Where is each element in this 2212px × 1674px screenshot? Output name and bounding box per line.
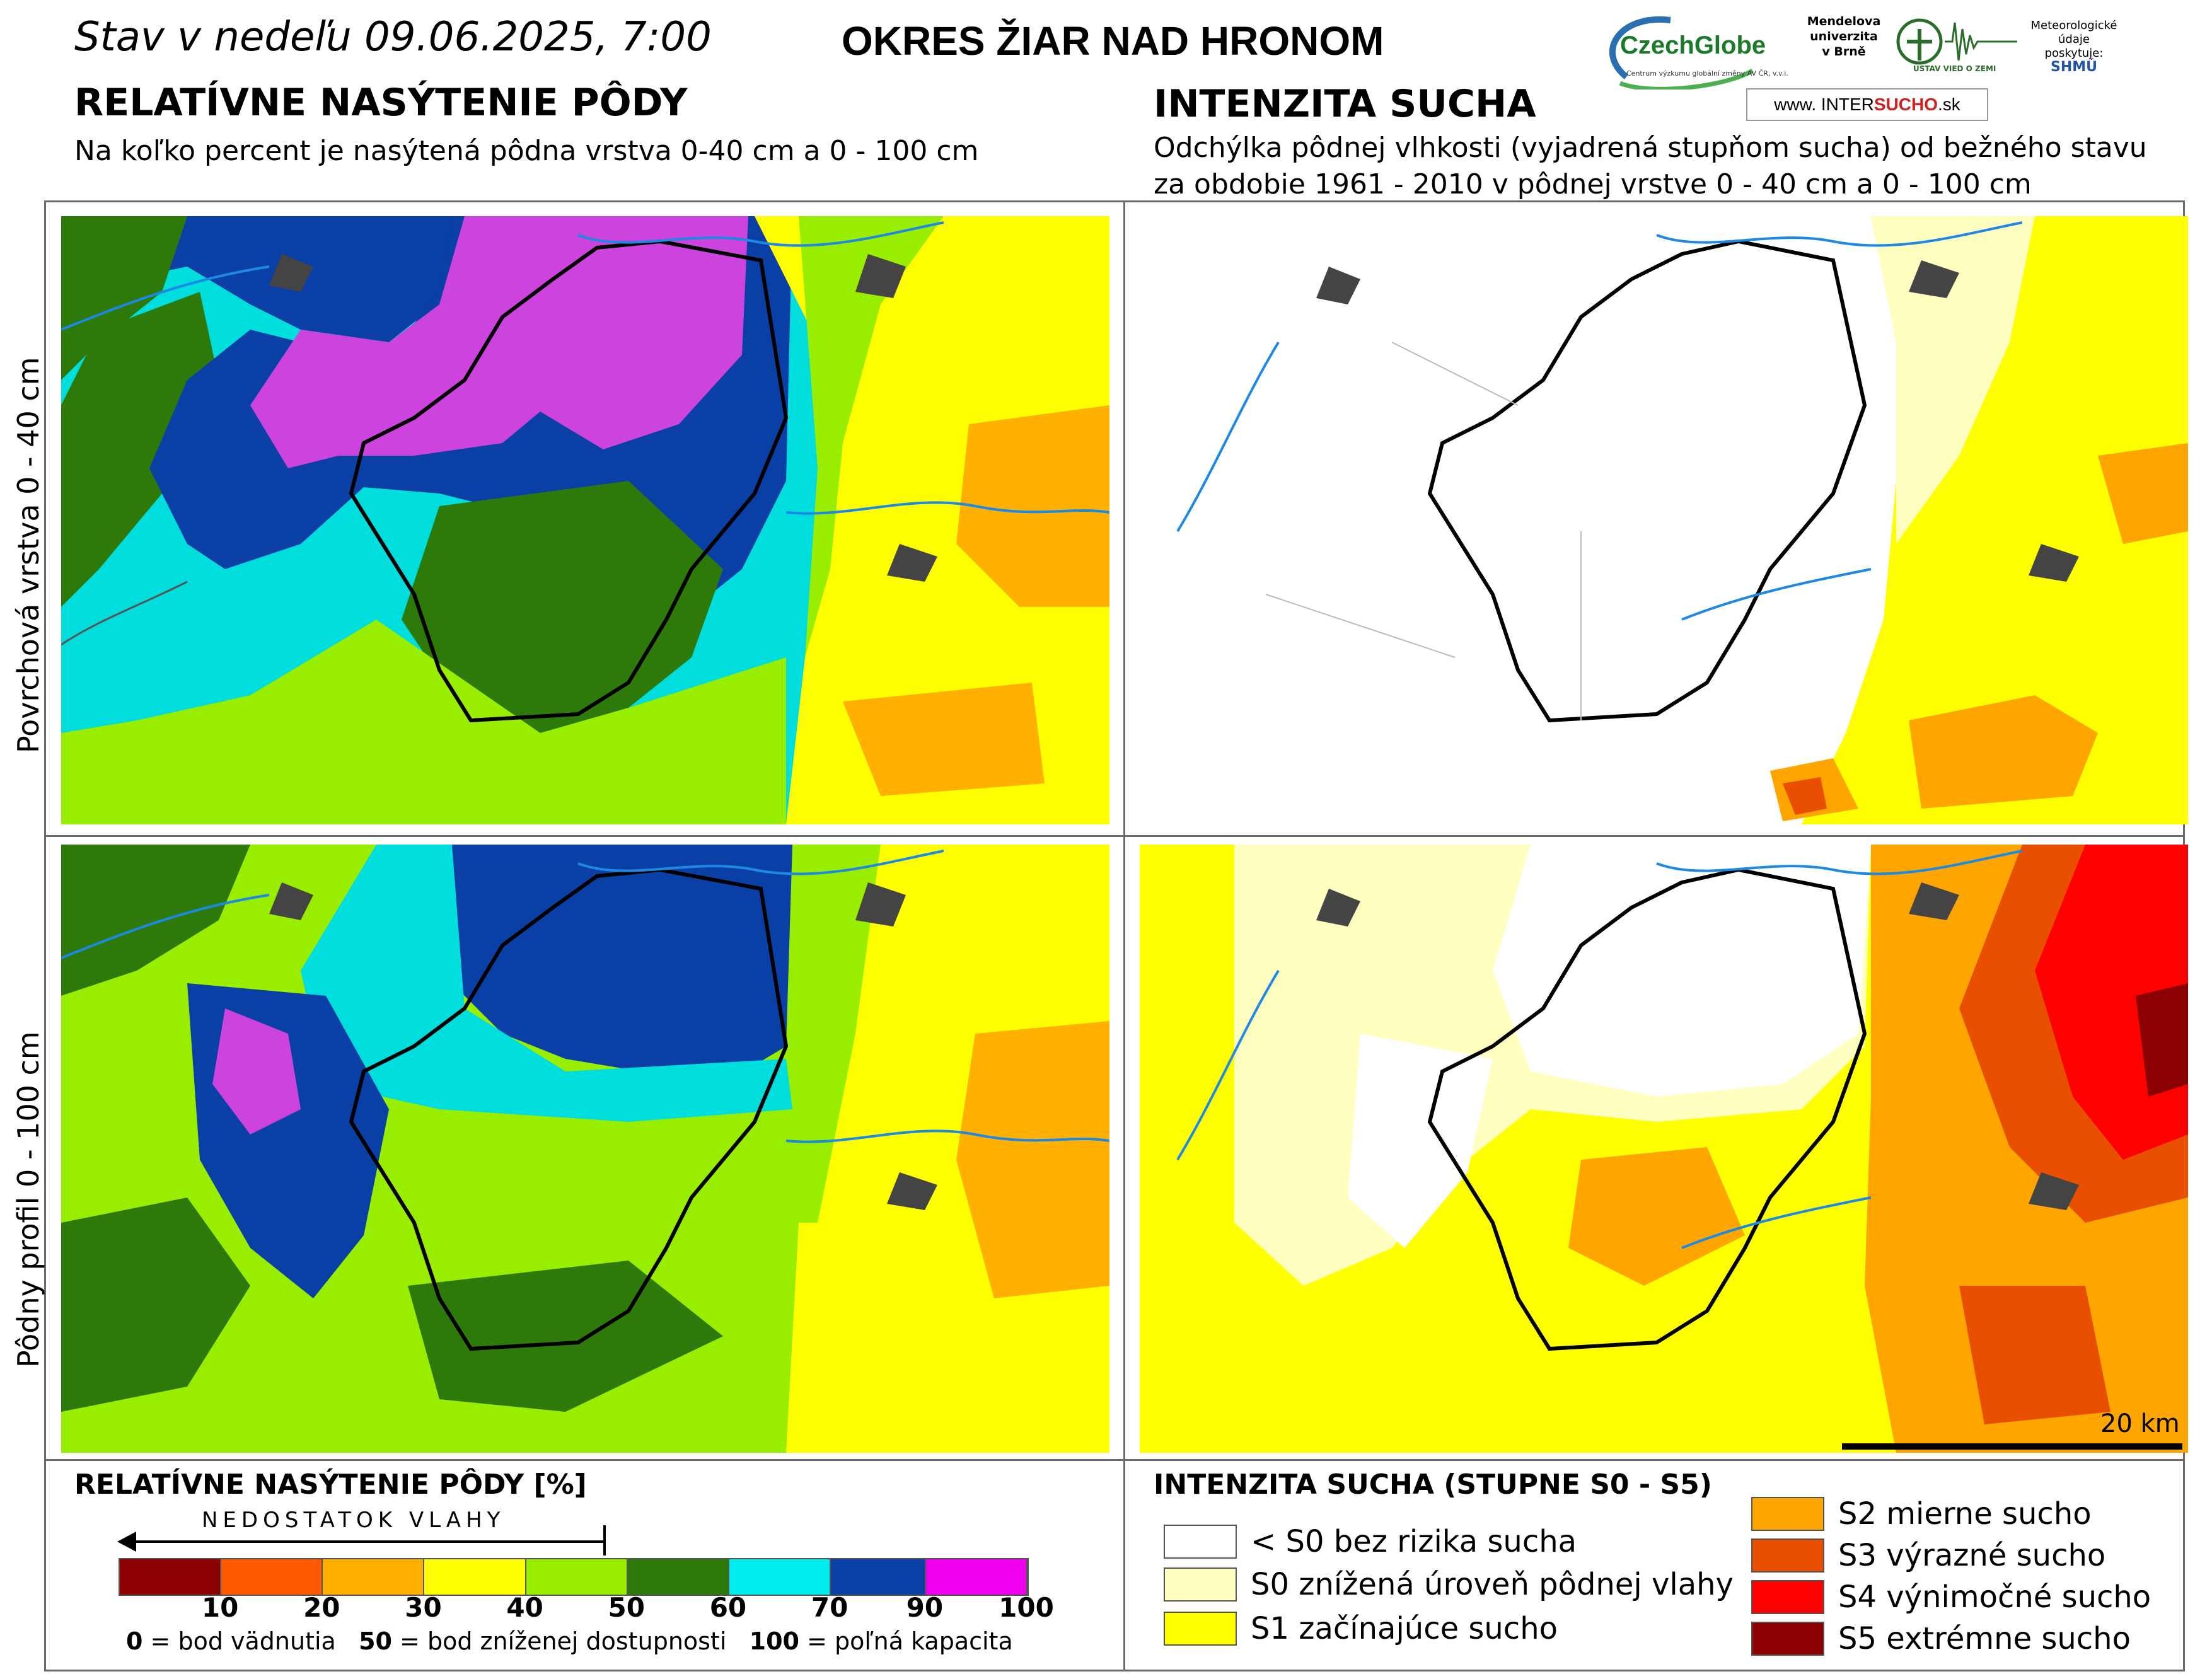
colorbar-tick-label: 90 [906,1592,944,1623]
drought-legend-item: S2 mierne sucho [1751,1496,2092,1532]
met-line2: údaje [2058,33,2090,46]
frame-divider-vertical [1123,200,1125,1671]
met-line1: Meteorologické [2030,19,2117,32]
drought-title: INTENZITA SUCHA [1154,82,1536,126]
drought-legend-item: S0 znížená úroveň pôdnej vlahy [1164,1567,1734,1602]
status-date: Stav v nedeľu 09.06.2025, 7:00 [74,14,712,61]
colorbar-tick-label: 10 [201,1592,239,1623]
mendel-line3: v Brně [1822,45,1866,59]
saturation-legend-title: RELATÍVNE NASÝTENIE PÔDY [%] [74,1469,587,1501]
colorbar-tick-label: 40 [506,1592,543,1623]
scale-label: 20 km [2100,1409,2180,1438]
legend-label: S3 výrazné sucho [1838,1538,2106,1573]
colorbar-segment [526,1559,628,1595]
saturation-legend-note: 0 = bod vädnutia 50 = bod zníženej dostu… [126,1627,1013,1655]
czechglobe-swirl-icon [1609,16,1754,91]
note-50-text: = bod zníženej dostupnosti [391,1627,727,1655]
legend-swatch [1751,1538,1824,1573]
mendel-line1: Mendelova [1807,14,1881,28]
intersucho-link[interactable]: www. INTERSUCHO.sk [1746,88,1988,121]
czechglobe-sub: Centrum výzkumu globální změny AV ČR, v.… [1626,69,1788,78]
colorbar-tick-label: 30 [405,1592,442,1623]
colorbar-tick-label: 100 [999,1592,1054,1623]
map-drought-surface [1140,216,2188,824]
colorbar-segment [830,1559,926,1595]
legend-swatch [1164,1612,1237,1646]
colorbar-tick-label: 20 [303,1592,340,1623]
intersucho-sk: .sk [1938,95,1960,114]
intersucho-sucho: SUCHO [1873,95,1938,114]
note-0-text: = bod vädnutia [142,1627,336,1655]
frame-divider-middle [44,835,2185,837]
note-100-text: = poľná kapacita [799,1627,1013,1655]
drought-subtitle: Odchýlka pôdnej vlhkosti (vyjadrená stup… [1154,130,2147,203]
drought-legend-title: INTENZITA SUCHA (STUPNE S0 - S5) [1154,1469,1712,1501]
legend-label: S4 výnimočné sucho [1838,1579,2151,1615]
moisture-deficit-label: NEDOSTATOK VLAHY [202,1508,506,1533]
map-saturation-profile [61,845,1109,1453]
drought-subtitle-line2: za obdobie 1961 - 2010 v pôdnej vrstve 0… [1154,168,2032,200]
czechglobe-logo: CzechGlobe Centrum výzkumu globální změn… [1601,14,1790,91]
legend-label: S1 začínajúce sucho [1251,1611,1558,1646]
colorbar-segment [221,1559,323,1595]
legend-swatch [1751,1497,1824,1531]
met-line3: poskytuje: [2044,47,2104,60]
mendel-university-logo: Mendelova univerzita v Brně [1784,14,1904,96]
legend-label: < S0 bez rizika sucha [1251,1524,1577,1559]
saturation-title: RELATÍVNE NASÝTENIE PÔDY [74,81,688,125]
scale-bar [1842,1443,2182,1450]
colorbar-segment [424,1559,526,1595]
legend-label: S0 znížená úroveň pôdnej vlahy [1251,1567,1734,1602]
intersucho-www: www. [1774,95,1817,114]
colorbar-segment [925,1559,1028,1595]
drought-legend-item: S1 začínajúce sucho [1164,1611,1558,1646]
district-title: OKRES ŽIAR NAD HRONOM [842,18,1384,64]
seismograph-icon [1896,18,2017,65]
czechglobe-name: CzechGlobe [1620,32,1766,59]
legend-swatch [1164,1567,1237,1602]
colorbar-segment [323,1559,425,1595]
note-50-value: 50 [359,1627,392,1655]
colorbar-tick-label: 60 [709,1592,747,1623]
map-drought-profile [1140,845,2188,1453]
earth-science-institute-logo: ÚSTAV VIED O ZEMI [1894,16,2020,86]
legend-swatch [1751,1622,1824,1656]
colorbar-tick-label: 50 [608,1592,645,1623]
legend-swatch [1751,1580,1824,1614]
map-saturation-surface [61,216,1109,824]
meteo-data-provider: Meteorologické údaje poskytuje: SHMÚ [2017,19,2131,74]
saturation-subtitle: Na koľko percent je nasýtená pôdna vrstv… [74,135,979,167]
legend-label: S2 mierne sucho [1838,1496,2092,1532]
drought-legend-item: S3 výrazné sucho [1751,1538,2105,1573]
drought-legend-item: S4 výnimočné sucho [1751,1579,2151,1615]
arrow-left-icon [117,1532,136,1552]
note-100-value: 100 [749,1627,799,1655]
legend-swatch [1164,1525,1237,1559]
drought-legend-item: < S0 bez rizika sucha [1164,1524,1577,1559]
mendel-line2: univerzita [1810,30,1878,43]
colorbar-tick-label: 70 [811,1592,848,1623]
note-0-value: 0 [126,1627,143,1655]
partner-logos: CzechGlobe Centrum výzkumu globální změn… [1601,8,2143,127]
intersucho-inter: INTER [1821,95,1874,114]
drought-subtitle-line1: Odchýlka pôdnej vlhkosti (vyjadrená stup… [1154,132,2147,164]
frame-divider-legend [44,1459,2185,1461]
row-label-profile: Pôdny profil 0 - 100 cm [11,1031,45,1368]
colorbar-segment [120,1559,222,1595]
drought-legend-item: S5 extrémne sucho [1751,1621,2131,1656]
deficit-arrow-tick [603,1525,606,1556]
legend-label: S5 extrémne sucho [1838,1621,2131,1656]
colorbar-segment [729,1559,831,1595]
deficit-arrow-line [126,1540,605,1543]
colorbar-segment [627,1559,729,1595]
uvz-name: ÚSTAV VIED O ZEMI [1913,64,1996,73]
saturation-colorbar [119,1558,1029,1596]
shmu-logo: SHMÚ [2050,59,2097,75]
row-label-surface: Povrchová vrstva 0 - 40 cm [11,357,45,753]
